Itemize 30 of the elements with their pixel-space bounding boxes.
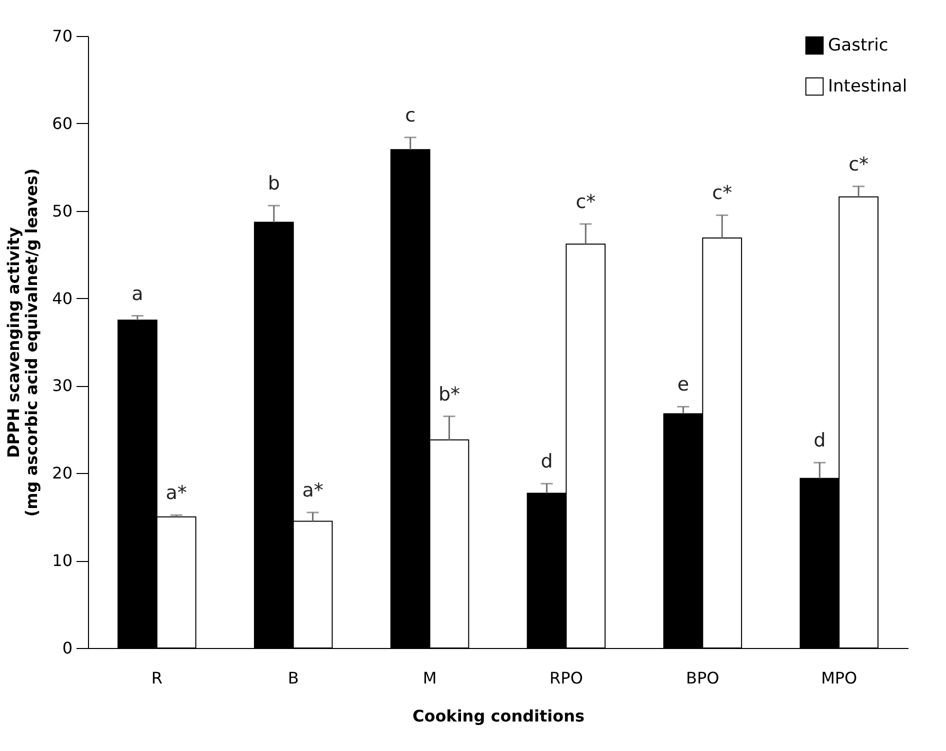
y-tick-label: 20 <box>52 464 72 483</box>
y-axis-title: DPPH scavenging activity (mg ascorbic acid equivalnet/g leaves) <box>4 168 42 517</box>
data-label: a* <box>166 482 187 504</box>
x-tick-label: R <box>151 668 162 688</box>
data-label: c* <box>712 182 732 204</box>
y-tick-label: 70 <box>52 26 72 46</box>
data-label: a <box>132 282 144 305</box>
data-label: a* <box>302 479 324 502</box>
data-label: e <box>677 374 690 396</box>
data-label: b <box>268 172 280 195</box>
x-tick-label: MPO <box>821 668 858 688</box>
x-axis-title: Cooking conditions <box>412 706 585 726</box>
x-tick-label: RPO <box>550 668 583 688</box>
data-label: c* <box>576 190 596 213</box>
y-tick-label: 30 <box>52 376 72 396</box>
data-label: d <box>814 430 826 452</box>
data-label: c <box>405 104 416 126</box>
x-tick-label: M <box>422 668 437 688</box>
legend-label: Gastric <box>828 36 888 56</box>
x-tick-label: BPO <box>686 668 720 688</box>
y-tick-label: 0 <box>62 638 72 658</box>
y-tick-label: 60 <box>52 114 72 133</box>
data-label: b* <box>438 383 460 406</box>
legend-label: Intestinal <box>828 76 908 96</box>
y-tick-label: 10 <box>52 551 72 570</box>
data-label: c* <box>848 153 869 176</box>
x-tick-label: B <box>288 668 299 688</box>
y-tick-label: 50 <box>52 201 72 220</box>
data-label: d <box>540 450 553 473</box>
y-tick-label: 40 <box>52 288 72 308</box>
